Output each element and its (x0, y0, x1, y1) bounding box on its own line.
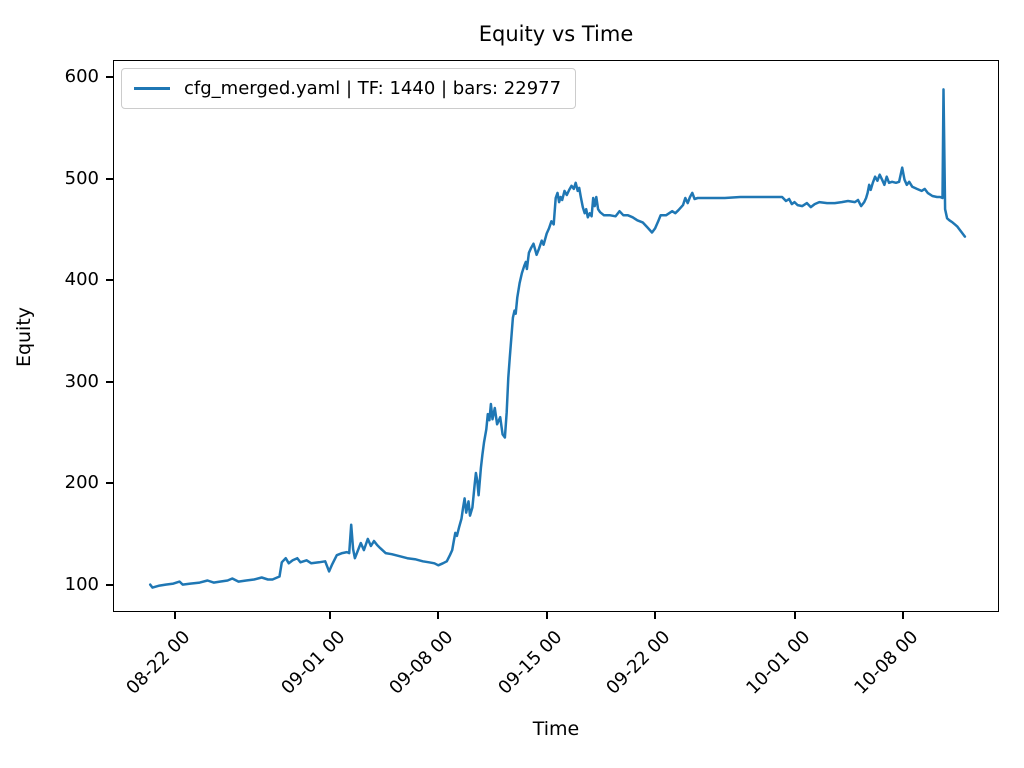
x-tick-mark (437, 612, 440, 619)
x-tick-mark (654, 612, 657, 619)
y-tick-mark (106, 177, 113, 180)
y-tick-label: 300 (64, 370, 99, 392)
y-tick-label: 100 (64, 573, 99, 595)
x-tick-mark (793, 612, 796, 619)
y-tick-label: 200 (64, 472, 99, 494)
x-tick-mark (545, 612, 548, 619)
equity-line-plot (148, 88, 967, 589)
legend: cfg_merged.yaml | TF: 1440 | bars: 22977 (121, 68, 577, 109)
legend-line-icon (134, 87, 170, 90)
chart-title: Equity vs Time (478, 22, 634, 46)
y-tick-mark (106, 76, 113, 79)
y-tick-mark (106, 583, 113, 586)
plot-area (113, 60, 999, 612)
y-axis-label: Equity (13, 306, 35, 368)
y-tick-label: 400 (64, 269, 99, 291)
y-tick-mark (106, 279, 113, 282)
x-tick-mark (328, 612, 331, 619)
x-axis-label: Time (532, 718, 580, 740)
y-tick-label: 600 (64, 66, 99, 88)
y-tick-mark (106, 482, 113, 485)
x-tick-mark (901, 612, 904, 619)
y-tick-mark (106, 380, 113, 383)
legend-label: cfg_merged.yaml | TF: 1440 | bars: 22977 (184, 78, 562, 99)
y-tick-label: 500 (64, 167, 99, 189)
x-tick-label: 08-22 00 (122, 626, 195, 699)
x-tick-mark (173, 612, 176, 619)
equity-line (148, 88, 967, 589)
